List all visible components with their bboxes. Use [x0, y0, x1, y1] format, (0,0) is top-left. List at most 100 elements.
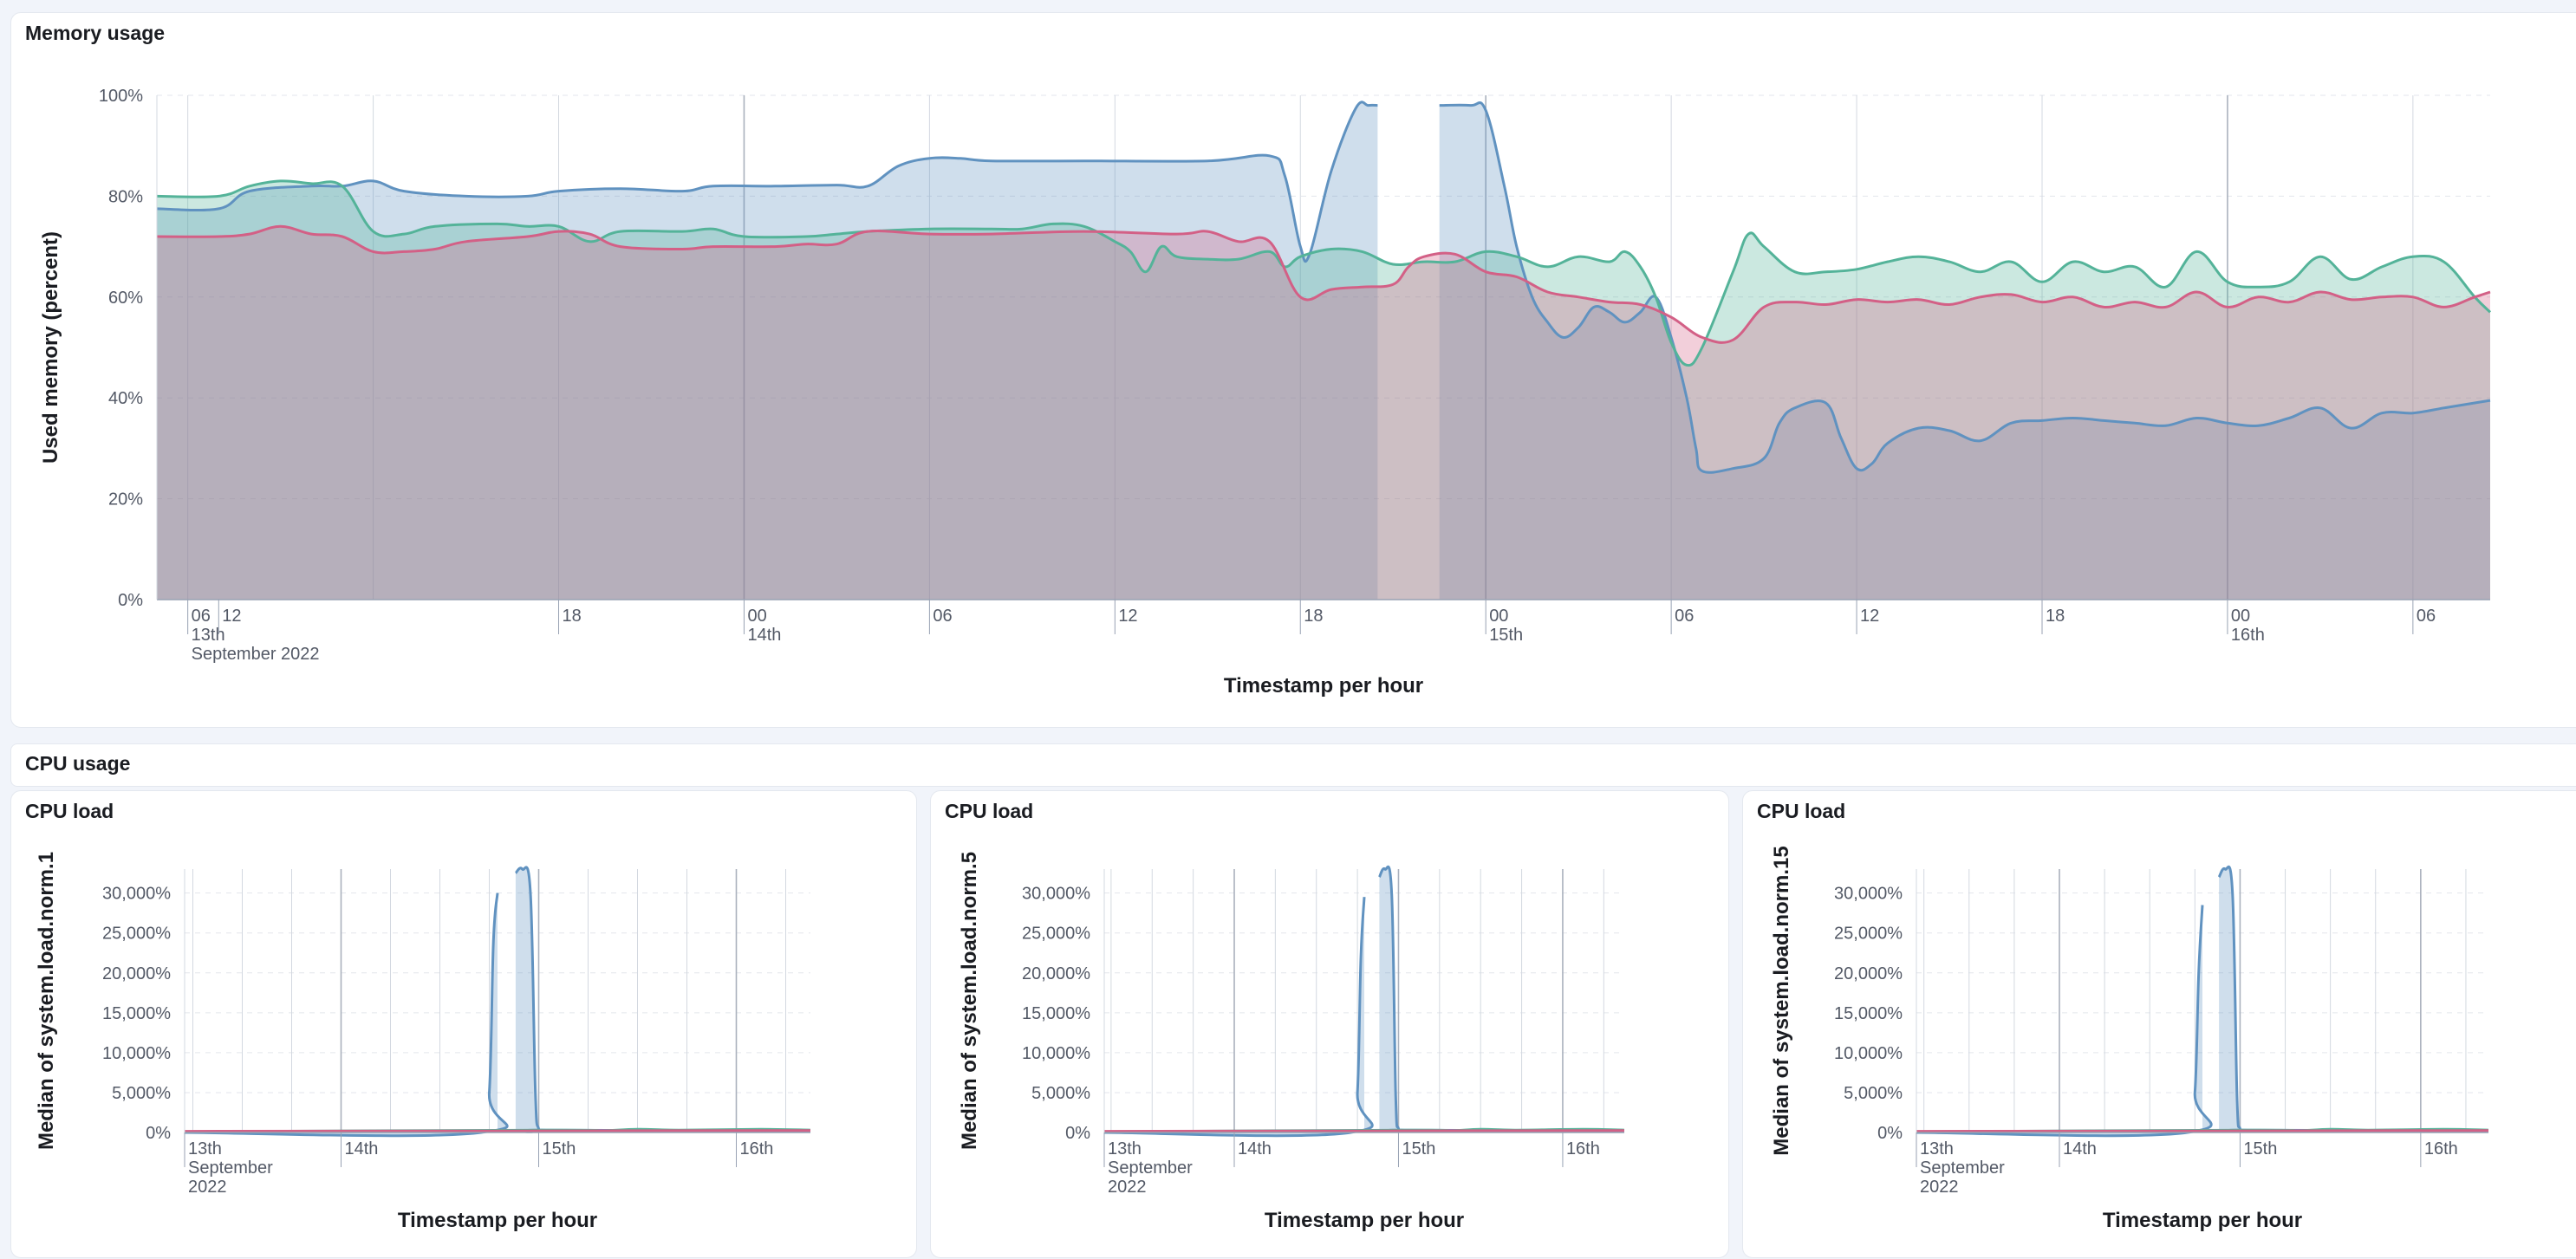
y-tick-label: 40% [108, 389, 143, 408]
y-tick-label: 30,000% [1834, 885, 1903, 904]
x-tick-label: 00 [747, 607, 766, 626]
series-line [2217, 865, 2489, 1133]
cpu-load-panel-1: CPU load 0% 5,000% 10,000% 15,000% 20,000% 25… [10, 790, 917, 1258]
x-tick-label: 13th [1108, 1139, 1142, 1158]
series-line [156, 179, 2492, 367]
x-tick-label: September [1920, 1158, 2005, 1178]
x-tick-label: 12 [1860, 607, 1879, 626]
y-tick-label: 0% [146, 1124, 171, 1143]
x-tick-label: 14th [1238, 1139, 1272, 1158]
cpu-panel-title: CPU load [1757, 800, 1846, 822]
y-tick-label: 25,000% [102, 925, 171, 944]
series-line [1439, 101, 2491, 474]
cpu-load-panel-2: CPU load 0% 5,000% 10,000% 15,000% 20,000% 25… [930, 790, 1729, 1258]
y-tick-label: 10,000% [102, 1044, 171, 1063]
y-tick-label: 0% [1877, 1124, 1903, 1143]
y-tick-label: 5,000% [1031, 1084, 1090, 1103]
cpu-panel-title: CPU load [25, 800, 114, 822]
y-tick-label: 10,000% [1022, 1044, 1090, 1063]
y-tick-label: 100% [99, 87, 143, 106]
y-tick-label: 10,000% [1834, 1044, 1903, 1063]
x-tick-label: 13th [1920, 1139, 1954, 1158]
series-area [157, 226, 2490, 600]
y-tick-label: 20,000% [1022, 964, 1090, 983]
y-tick-label: 25,000% [1834, 925, 1903, 944]
series-line [1378, 865, 1625, 1133]
cpu-load-chart-2[interactable]: 0% 5,000% 10,000% 15,000% 20,000% 25,000% 30,0… [931, 791, 1730, 1259]
y-tick-label: 5,000% [112, 1084, 171, 1103]
series-area [1104, 897, 1373, 1136]
x-tick-label: 06 [192, 607, 211, 626]
x-tick-label: 16th [2424, 1139, 2458, 1158]
x-axis-title: Timestamp per hour [398, 1209, 597, 1232]
y-tick-label: 30,000% [102, 885, 171, 904]
memory-panel-title: Memory usage [25, 22, 166, 44]
x-tick-label: 15th [1402, 1139, 1435, 1158]
y-tick-label: 15,000% [102, 1004, 171, 1023]
x-tick-label: 18 [2046, 607, 2065, 626]
x-tick-label: 06 [933, 607, 952, 626]
x-tick-label: 13th [188, 1139, 222, 1158]
x-tick-label: 16th [740, 1139, 774, 1158]
y-tick-label: 60% [108, 289, 143, 308]
x-tick-label: 00 [1489, 607, 1508, 626]
x-tick-label: 15th [543, 1139, 576, 1158]
series-area [157, 180, 2490, 600]
series-line [1103, 1129, 1625, 1133]
x-tick-label: 18 [1304, 607, 1323, 626]
x-tick-label: 14th [747, 626, 781, 645]
series-area [1439, 102, 2490, 600]
y-tick-label: 0% [118, 591, 143, 610]
y-tick-label: 15,000% [1022, 1004, 1090, 1023]
x-axis-title: Timestamp per hour [1265, 1209, 1464, 1232]
cpu-usage-section-header[interactable]: CPU usage [10, 743, 2576, 787]
series-line [184, 892, 509, 1138]
y-axis-title: Median of system.load.norm.5 [958, 852, 981, 1150]
x-tick-label: 14th [345, 1139, 379, 1158]
x-tick-label: September 2022 [192, 645, 320, 664]
cpu-section-title: CPU usage [25, 752, 131, 775]
x-tick-label: 2022 [1108, 1178, 1147, 1197]
x-tick-label: 06 [2417, 607, 2436, 626]
x-axis-title: Timestamp per hour [2103, 1209, 2302, 1232]
y-axis-title: Median of system.load.norm.15 [1770, 846, 1793, 1155]
cpu-panel-title: CPU load [945, 800, 1034, 822]
x-tick-label: 2022 [188, 1178, 227, 1197]
cpu-load-chart-1[interactable]: 0% 5,000% 10,000% 15,000% 20,000% 25,000% 30,0… [11, 791, 918, 1259]
y-tick-label: 15,000% [1834, 1004, 1903, 1023]
x-tick-label: 12 [222, 607, 241, 626]
series-line [184, 1129, 811, 1133]
series-line [156, 101, 1378, 263]
x-tick-label: September [1108, 1158, 1193, 1178]
series-line [156, 224, 2491, 344]
cpu-load-chart-3[interactable]: 0% 5,000% 10,000% 15,000% 20,000% 25,000% 30,0… [1743, 791, 2576, 1259]
x-tick-label: 14th [2063, 1139, 2097, 1158]
x-tick-label: 16th [1566, 1139, 1600, 1158]
series-area [157, 101, 1378, 600]
memory-usage-panel: Memory usage 0% 20% 40% 60% 80% 100% 06 13th Sep… [10, 12, 2576, 728]
x-tick-label: 00 [2231, 607, 2250, 626]
y-tick-label: 25,000% [1022, 925, 1090, 944]
y-tick-label: 20,000% [1834, 964, 1903, 983]
y-tick-label: 20% [108, 490, 143, 509]
cpu-load-panel-3: CPU load 0% 5,000% 10,000% 15,000% 20,000% 25… [1742, 790, 2576, 1258]
y-tick-label: 0% [1065, 1124, 1090, 1143]
x-tick-label: 12 [1118, 607, 1137, 626]
x-tick-label: September [188, 1158, 273, 1178]
y-tick-label: 5,000% [1844, 1084, 1903, 1103]
x-tick-label: 15th [1489, 626, 1523, 645]
y-axis-title: Median of system.load.norm.1 [35, 852, 58, 1150]
y-axis-title: Used memory (percent) [39, 231, 62, 464]
series-area [185, 892, 508, 1136]
x-tick-label: 18 [563, 607, 582, 626]
x-tick-label: 16th [2231, 626, 2265, 645]
series-line [1916, 905, 2213, 1138]
series-area [1916, 905, 2212, 1136]
y-tick-label: 80% [108, 187, 143, 206]
y-tick-label: 20,000% [102, 964, 171, 983]
x-tick-label: 15th [2243, 1139, 2277, 1158]
x-tick-label: 13th [192, 626, 225, 645]
x-axis-title: Timestamp per hour [1224, 674, 1423, 698]
series-line [1103, 897, 1374, 1138]
